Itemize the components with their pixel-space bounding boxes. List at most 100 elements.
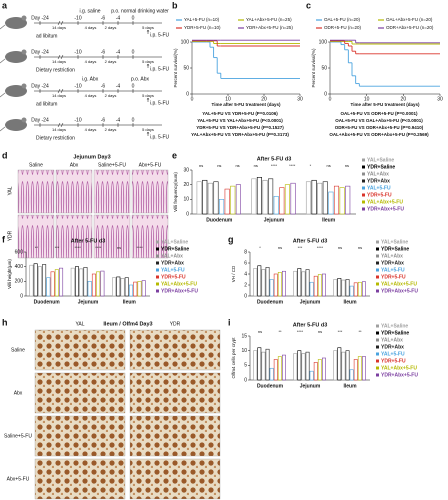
stat-note: YAL+5-FU VS YAL+Abx+5-FU (P<0.0001) — [197, 118, 283, 123]
legend-swatch — [376, 268, 379, 272]
y-tick-label: 600 — [15, 249, 24, 255]
timeline-break — [57, 54, 64, 60]
duration-label: 4 days — [85, 59, 97, 64]
x-tick-label: 0 — [191, 96, 194, 102]
y-tick-label: 0 — [324, 91, 327, 97]
bar — [87, 281, 92, 297]
legend-swatch — [156, 261, 159, 265]
bar — [261, 269, 266, 297]
mouse-tail — [0, 58, 6, 64]
mouse-tail — [0, 24, 6, 30]
stat-note: ODR+5-FU VS ODR+Abx+5-FU (P=0.9410) — [335, 125, 424, 130]
stat-note: OAL+5-FU VS OAL+Abx+5-FU (P<0.0001) — [335, 118, 423, 123]
injection-label: i.p. 5-FU — [150, 134, 170, 140]
bar — [112, 277, 117, 297]
panel-label: d — [2, 150, 8, 160]
bar — [328, 191, 334, 215]
ihc-image — [129, 372, 221, 414]
y-tick-label: 10 — [183, 197, 189, 203]
column-label: Abx+5-FU — [139, 162, 162, 168]
panel-title: Jejunum Day3 — [73, 154, 110, 160]
legend-swatch — [156, 268, 159, 272]
legend-label: OAL+5-FU (n=20) — [324, 17, 361, 22]
mouse-tail — [0, 126, 6, 132]
legend-label: YAL+Abx — [381, 337, 403, 343]
histology-image — [131, 214, 169, 259]
day-label: -6 — [101, 49, 106, 55]
day-label: Day -24 — [31, 49, 49, 55]
legend-label: YAL+5-FU — [367, 185, 391, 191]
y-tick-label: 20 — [183, 182, 189, 188]
row-label: Saline — [11, 347, 25, 353]
y-tick-label: 0 — [186, 91, 189, 97]
x-tick-label: 20 — [261, 96, 267, 102]
bar — [353, 282, 358, 297]
bar — [317, 359, 322, 381]
panel-label: h — [2, 317, 8, 327]
injection-arrow — [146, 131, 150, 136]
panel-label: f — [2, 234, 6, 244]
injection-arrow — [146, 29, 150, 34]
bar — [273, 196, 279, 215]
bar — [322, 181, 328, 215]
y-tick-label: 400 — [15, 264, 24, 270]
bar — [219, 199, 225, 215]
bar — [313, 362, 318, 381]
duration-label: 14 days — [52, 25, 66, 30]
bar — [305, 351, 310, 381]
bar — [297, 350, 302, 381]
legend-label: YAL+5-FU — [381, 267, 405, 273]
y-tick-label: 10 — [241, 348, 247, 354]
bar — [120, 278, 125, 297]
timeline-break — [57, 88, 64, 94]
bar — [59, 267, 64, 297]
duration-label: 2 days — [105, 127, 117, 132]
duration-label: 14 days — [52, 127, 66, 132]
bar — [311, 179, 317, 215]
legend-label: YDR+5-FU — [367, 192, 392, 198]
histology-image — [55, 169, 93, 214]
stat-note: YDR+5-FU VS YDR+Abx+5-FU (P=0.1527) — [196, 125, 284, 130]
duration-label: 14 days — [52, 93, 66, 98]
bar — [279, 187, 285, 215]
row-label: YAL — [7, 186, 13, 195]
x-tick-label: Ileum — [343, 383, 357, 389]
significance: **** — [271, 163, 278, 168]
ihc-image — [129, 329, 221, 371]
bar — [345, 350, 350, 381]
drinking-label: p.o. normal drinking water — [111, 8, 169, 14]
significance: *** — [338, 329, 343, 334]
day-label: -10 — [74, 83, 81, 89]
legend-label: ODR+Abx+5-FU (n=20) — [386, 25, 434, 30]
bar — [333, 279, 338, 297]
legend-swatch — [376, 352, 379, 356]
legend-label: YAL+5-FU (n=10) — [184, 17, 220, 22]
bar — [345, 279, 350, 297]
column-label: Saline+5-FU — [98, 162, 126, 168]
significance: **** — [137, 245, 144, 250]
significance: ns — [327, 163, 331, 168]
mouse-ear — [21, 117, 27, 123]
legend-label: OAL+Abx+5-FU (n=20) — [386, 17, 433, 22]
ihc-image — [129, 415, 221, 457]
y-tick-label: 0 — [244, 293, 247, 299]
bar — [253, 268, 258, 297]
bar — [273, 273, 278, 297]
significance: **** — [289, 163, 296, 168]
x-tick-label: Duodenum — [34, 299, 61, 305]
bar — [357, 356, 362, 381]
ihc-image — [34, 329, 126, 371]
significance: ns — [258, 329, 262, 334]
legend-swatch — [156, 282, 159, 286]
legend-swatch — [376, 254, 379, 258]
injection-label: i.p. 5-FU — [150, 100, 170, 106]
y-tick-label: 100 — [319, 39, 328, 45]
significance: *** — [298, 245, 303, 250]
duration-label: 14 days — [52, 59, 66, 64]
bar — [251, 178, 257, 215]
bar — [337, 347, 342, 381]
significance: **** — [95, 245, 102, 250]
legend-label: YAL+Abx+5-FU — [367, 199, 403, 205]
x-tick-label: Jejunum — [300, 299, 321, 305]
day-label: -10 — [74, 49, 81, 55]
